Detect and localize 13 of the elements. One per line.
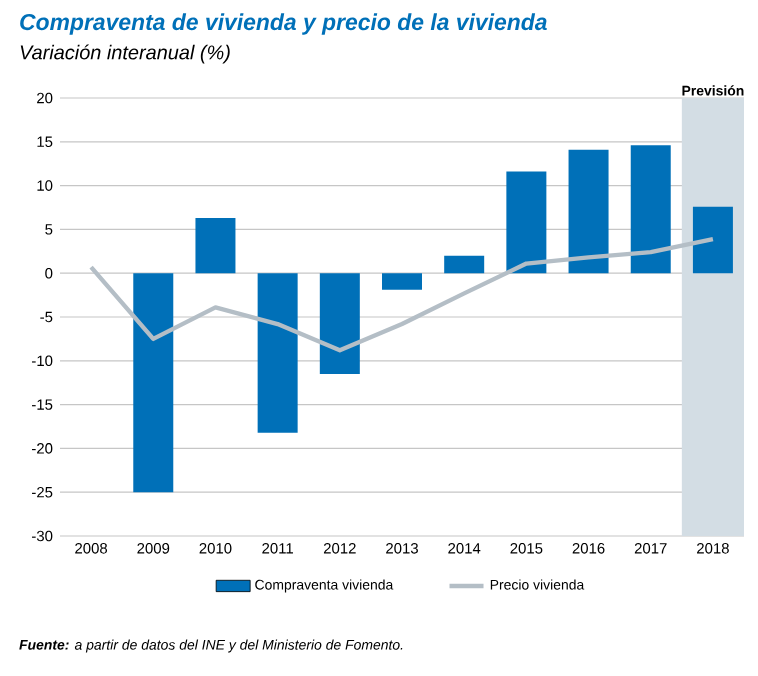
bar: [630, 145, 671, 274]
chart-subtitle: Variación interanual (%): [20, 44, 230, 64]
bar: [444, 255, 485, 274]
chart-title: Compraventa de vivienda y precio de la vivienda: [20, 13, 547, 35]
bar: [257, 273, 298, 433]
bar: [506, 171, 547, 274]
bar: [692, 206, 733, 274]
line-series: [88, 236, 716, 353]
bar: [382, 273, 422, 290]
bar: [319, 273, 360, 374]
bar: [195, 218, 236, 274]
bar: [133, 273, 174, 493]
bar: [568, 149, 609, 274]
